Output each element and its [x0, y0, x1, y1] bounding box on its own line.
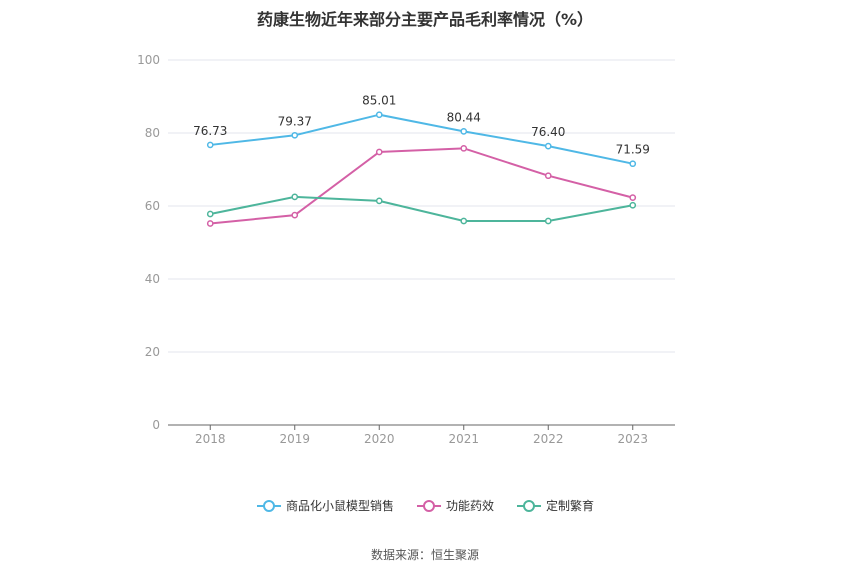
data-point[interactable]	[460, 128, 468, 135]
data-point[interactable]	[544, 217, 552, 225]
legend-marker-icon	[517, 499, 541, 512]
legend-label: 功能药效	[445, 499, 494, 513]
data-point[interactable]	[206, 220, 214, 227]
data-point[interactable]	[544, 142, 552, 150]
x-tick-label: 2018	[195, 432, 226, 446]
legend-marker-icon	[416, 499, 441, 512]
y-tick-label: 100	[137, 53, 160, 67]
legend: 商品化小鼠模型销售 功能药效 定制繁育	[0, 497, 850, 514]
data-point[interactable]	[375, 111, 383, 119]
data-label: 85.01	[362, 94, 396, 108]
chart-title: 药康生物近年来部分主要产品毛利率情况（%）	[256, 10, 594, 29]
series-lines	[206, 111, 637, 227]
y-tick-label: 0	[152, 418, 160, 432]
data-point[interactable]	[291, 211, 299, 219]
series-line-2	[210, 147, 634, 225]
data-point[interactable]	[629, 201, 637, 209]
data-label: 80.44	[447, 110, 481, 124]
source-note: 数据来源：恒生聚源	[370, 548, 479, 562]
data-point[interactable]	[460, 217, 468, 225]
x-tick-label: 2023	[617, 432, 648, 446]
data-label: 76.73	[193, 124, 227, 138]
series-line-3	[210, 195, 633, 222]
data-point[interactable]	[629, 194, 637, 201]
data-point[interactable]	[206, 210, 214, 218]
data-labels: 76.73 79.37 85.01 80.44 76.40 71.59	[193, 94, 650, 157]
data-point[interactable]	[206, 141, 214, 149]
x-tick-label: 2021	[448, 432, 479, 446]
data-point[interactable]	[375, 148, 383, 156]
data-point[interactable]	[291, 131, 299, 139]
data-label: 71.59	[616, 143, 650, 157]
legend-item-1[interactable]: 商品化小鼠模型销售	[256, 497, 394, 514]
y-tick-label: 20	[145, 345, 160, 359]
data-point[interactable]	[291, 193, 299, 201]
legend-item-2[interactable]: 功能药效	[416, 497, 494, 514]
x-tick-label: 2020	[364, 432, 395, 446]
legend-label: 定制繁育	[546, 499, 595, 513]
data-point[interactable]	[460, 144, 468, 152]
gridlines	[168, 59, 675, 353]
data-point[interactable]	[375, 197, 383, 205]
x-tick-label: 2022	[533, 432, 564, 446]
x-tick-label: 2019	[279, 432, 310, 446]
series-line-1	[210, 113, 633, 165]
y-tick-label: 60	[145, 199, 160, 213]
data-point[interactable]	[629, 160, 637, 168]
data-label: 79.37	[278, 114, 312, 128]
legend-item-3[interactable]: 定制繁育	[516, 497, 594, 514]
axes: 0 20 40 60 80 100 2018 2019 2020 2021 2022 2023	[137, 53, 675, 446]
y-tick-label: 80	[145, 126, 160, 140]
data-label: 76.40	[531, 125, 565, 139]
legend-label: 商品化小鼠模型销售	[285, 499, 394, 513]
legend-marker-icon	[256, 499, 281, 512]
data-point[interactable]	[544, 172, 552, 180]
y-tick-label: 40	[145, 272, 160, 286]
